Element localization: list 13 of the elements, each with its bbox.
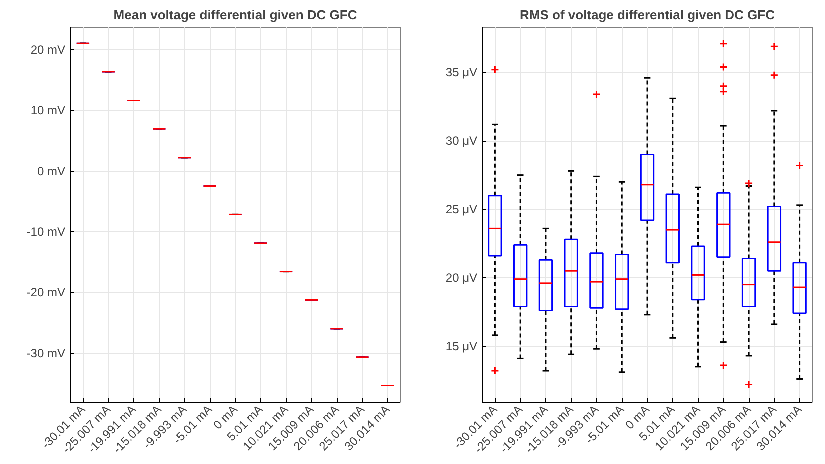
- y-tick-label: -10 mV: [26, 224, 66, 239]
- y-tick-label: -30 mV: [26, 346, 66, 360]
- y-tick-label: 10 mV: [30, 104, 66, 118]
- chart-title: Mean voltage differential given DC GFC: [114, 8, 358, 22]
- y-tick-label: 20 μV: [446, 270, 478, 285]
- y-tick-label: 0 mV: [37, 164, 66, 178]
- y-tick-label: 20 mV: [30, 42, 66, 57]
- y-tick-label: 30 μV: [446, 134, 478, 148]
- y-tick-label: -20 mV: [26, 286, 66, 300]
- y-tick-label: 25 μV: [446, 202, 478, 217]
- chart-title: RMS of voltage differential given DC GFC: [520, 8, 776, 22]
- y-tick-label: 15 μV: [446, 339, 478, 354]
- y-tick-label: 35 μV: [446, 66, 478, 80]
